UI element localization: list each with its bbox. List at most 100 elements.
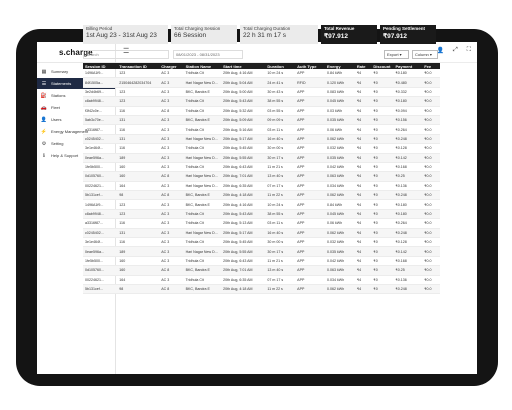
table-cell: APP — [295, 275, 325, 286]
table-cell: ₹0 — [371, 284, 394, 295]
table-row[interactable]: a3316f87... 116 AC 3 Tridhula Cit 20th Aug, … — [83, 124, 440, 135]
table-cell: ₹4 — [354, 237, 372, 248]
card-label: Total Revenue — [324, 26, 355, 31]
table-row[interactable]: 1fe5b500... 160 AC 3 Tridhula Cit 20th Aug, … — [83, 162, 440, 173]
table-row[interactable]: c0245402... 131 AC 3 Hari Nagar New D... 20t… — [83, 228, 440, 239]
table-cell: ₹0.0 — [422, 256, 440, 267]
expand-icon[interactable]: ⤢ — [452, 47, 458, 53]
column-header[interactable]: Auth Type — [295, 63, 325, 69]
table-row[interactable]: c8ab9948... 123 AC 3 Tridhula Cit 20th Aug, … — [83, 96, 440, 107]
table-row[interactable]: c0245402... 131 AC 3 Hari Nagar New D... 20t… — [83, 134, 440, 145]
table-cell: 0.045 kWh — [325, 209, 355, 220]
table-cell: ₹0 — [371, 134, 394, 145]
column-header[interactable]: Energy — [325, 63, 355, 69]
table-cell: ₹4 — [354, 199, 372, 210]
table-row[interactable]: 5ab3c70e... 131 AC 3 BKC, Bandra E 20th Aug,… — [83, 115, 440, 126]
table-cell: 00224621... — [83, 275, 118, 286]
table-row[interactable]: 1496A1f9... 123 AC 3 Tridhula Cit 20th Aug, … — [83, 69, 440, 79]
table-row[interactable]: 0d105760... 160 AC 8 BKC, Bandra E 20th Aug,… — [83, 265, 440, 276]
column-header[interactable]: Discount — [371, 63, 394, 69]
card-value: ₹97.912 — [383, 33, 408, 40]
table-cell: ₹0 — [371, 218, 394, 229]
table-cell: AC 8 — [159, 190, 184, 201]
table-cell: 0.03 kWh — [325, 106, 355, 116]
table-cell: APP — [295, 228, 325, 239]
table-row[interactable]: a3316f87... 116 AC 3 Tridhula Cit 20th Aug, … — [83, 218, 440, 229]
column-header[interactable]: Start time — [221, 63, 266, 69]
column-header[interactable]: Session ID — [83, 63, 118, 69]
table-row[interactable]: c8ab9948... 123 AC 3 Tridhula Cit 20th Aug, … — [83, 209, 440, 220]
fullscreen-icon[interactable]: ⛶ — [466, 47, 471, 53]
top-icons: 👤 ⤢ ⛶ — [437, 47, 472, 54]
table-cell: 07 m 17 s — [265, 181, 296, 192]
table-cell: ₹4 — [354, 115, 372, 126]
table-row[interactable]: 3e1e464f... 116 AC 3 Tridhula Cit 20th Aug, … — [83, 237, 440, 248]
table-cell: ₹0.0 — [422, 134, 440, 145]
table-cell: AC 3 — [159, 256, 184, 267]
table-cell: 38 m 55 s — [265, 209, 296, 220]
table-row[interactable]: 00224621... 164 AC 3 Hari Nagar New D... 20t… — [83, 181, 440, 192]
table-cell: 123 — [117, 69, 160, 79]
station-icon: ⛽ — [40, 92, 48, 99]
sidebar-item-energy-management[interactable]: ⚡ Energy Management — [37, 126, 115, 137]
table-cell: APP — [295, 96, 325, 107]
sidebar-item-stations[interactable]: ⛽ Stations — [37, 90, 115, 101]
column-header[interactable]: Duration — [265, 63, 296, 69]
table-cell: 189 — [117, 246, 160, 257]
search-input[interactable]: Search — [83, 50, 169, 59]
table-row[interactable]: 1496A1f9... 123 AC 3 BKC, Bandra E 20th Aug,… — [83, 199, 440, 210]
table-cell: AC 3 — [159, 96, 184, 107]
table-cell: 07 m 17 s — [265, 275, 296, 286]
column-header[interactable]: Charger — [159, 63, 184, 69]
table-row[interactable]: 3e1e464f... 116 AC 3 Tridhula Cit 20th Aug, … — [83, 143, 440, 154]
table-row[interactable]: 1fe5b500... 160 AC 3 Tridhula Cit 20th Aug, … — [83, 256, 440, 267]
table-cell: 5ab3c70e... — [83, 115, 118, 126]
profile-icon[interactable]: 👤 — [436, 48, 444, 54]
table-cell: 20th Aug, 4:18 AM — [221, 190, 266, 201]
table-cell: 20th Aug, 6:35 AM — [221, 275, 266, 286]
sidebar-item-setting[interactable]: ⚙ Setting — [37, 138, 115, 149]
sidebar-item-fleet[interactable]: 🚗 Fleet — [37, 102, 115, 113]
column-button[interactable]: Column ▾ — [412, 50, 438, 59]
column-header[interactable]: Payment — [393, 63, 423, 69]
table-cell: AC 3 — [159, 153, 184, 163]
table-row[interactable]: 00224621... 164 AC 3 Tridhula Cit 20th Aug, … — [83, 275, 440, 286]
sidebar-item-help-support[interactable]: ℹ Help & Support — [37, 150, 115, 161]
table-row[interactable]: 5b131cef... 98 AC 8 BKC, Bandra E 20th Aug, … — [83, 284, 440, 295]
table-cell: ₹0.264 — [393, 124, 423, 135]
date-range-picker[interactable]: 08/01/2023 - 08/31/2023 — [173, 50, 243, 59]
table-cell: ₹4 — [354, 77, 372, 88]
sidebar-item-statements[interactable]: ☰ Statements — [37, 78, 115, 89]
table-row[interactable]: 0eae596a... 189 AC 3 Hari Nagar New D... 20t… — [83, 246, 440, 257]
column-header[interactable]: Station Name — [183, 63, 222, 69]
table-row[interactable]: 3e2d4b69... 123 AC 3 BKC, Bandra E 20th Aug,… — [83, 87, 440, 98]
table-row[interactable]: 84f1505a... 2150464282034704 AC 3 Hari Naga… — [83, 77, 440, 88]
table-row[interactable]: 5b131cef... 98 AC 8 BKC, Bandra E 20th Aug, … — [83, 190, 440, 201]
table-row[interactable]: 0d105760... 160 AC 8 Hari Nagar New D... 20t… — [83, 171, 440, 182]
column-header[interactable]: Transaction ID — [117, 63, 160, 69]
export-button[interactable]: Export ▾ — [384, 50, 409, 59]
table-cell: 3e2d4b69... — [83, 87, 118, 98]
column-header[interactable]: Fee — [422, 63, 440, 69]
hamburger-icon[interactable]: ☰ — [123, 48, 130, 55]
sidebar-item-users[interactable]: 👤 Users — [37, 114, 115, 125]
table-cell: 0.035 kWh — [325, 246, 355, 257]
column-header[interactable]: Rate — [354, 63, 372, 69]
table-cell: ₹0.0 — [422, 96, 440, 107]
table-cell: ₹0 — [371, 228, 394, 239]
sidebar-item-summary[interactable]: ▦ Summary — [37, 66, 115, 77]
table-cell: ₹0 — [371, 153, 394, 163]
table-row[interactable]: 0eae596a... 189 AC 3 Hari Nagar New D... 20t… — [83, 153, 440, 163]
table-cell: ₹0.0 — [422, 77, 440, 88]
brand-logo[interactable]: s.charge — [59, 48, 93, 57]
table-cell: 160 — [117, 265, 160, 276]
table-cell: 0.84 kWh — [325, 69, 355, 79]
table-cell: ₹4 — [354, 256, 372, 267]
table-cell: 131 — [117, 228, 160, 239]
table-cell: 5b131cef... — [83, 190, 118, 201]
table-cell: APP — [295, 246, 325, 257]
table-cell: a3316f87... — [83, 124, 118, 135]
table-row[interactable]: f3f42c0e... 116 AC 8 Tridhula Cit 20th Aug, … — [83, 106, 440, 116]
table-cell: Tridhula Cit — [183, 275, 222, 286]
table-cell: ₹4 — [354, 209, 372, 220]
